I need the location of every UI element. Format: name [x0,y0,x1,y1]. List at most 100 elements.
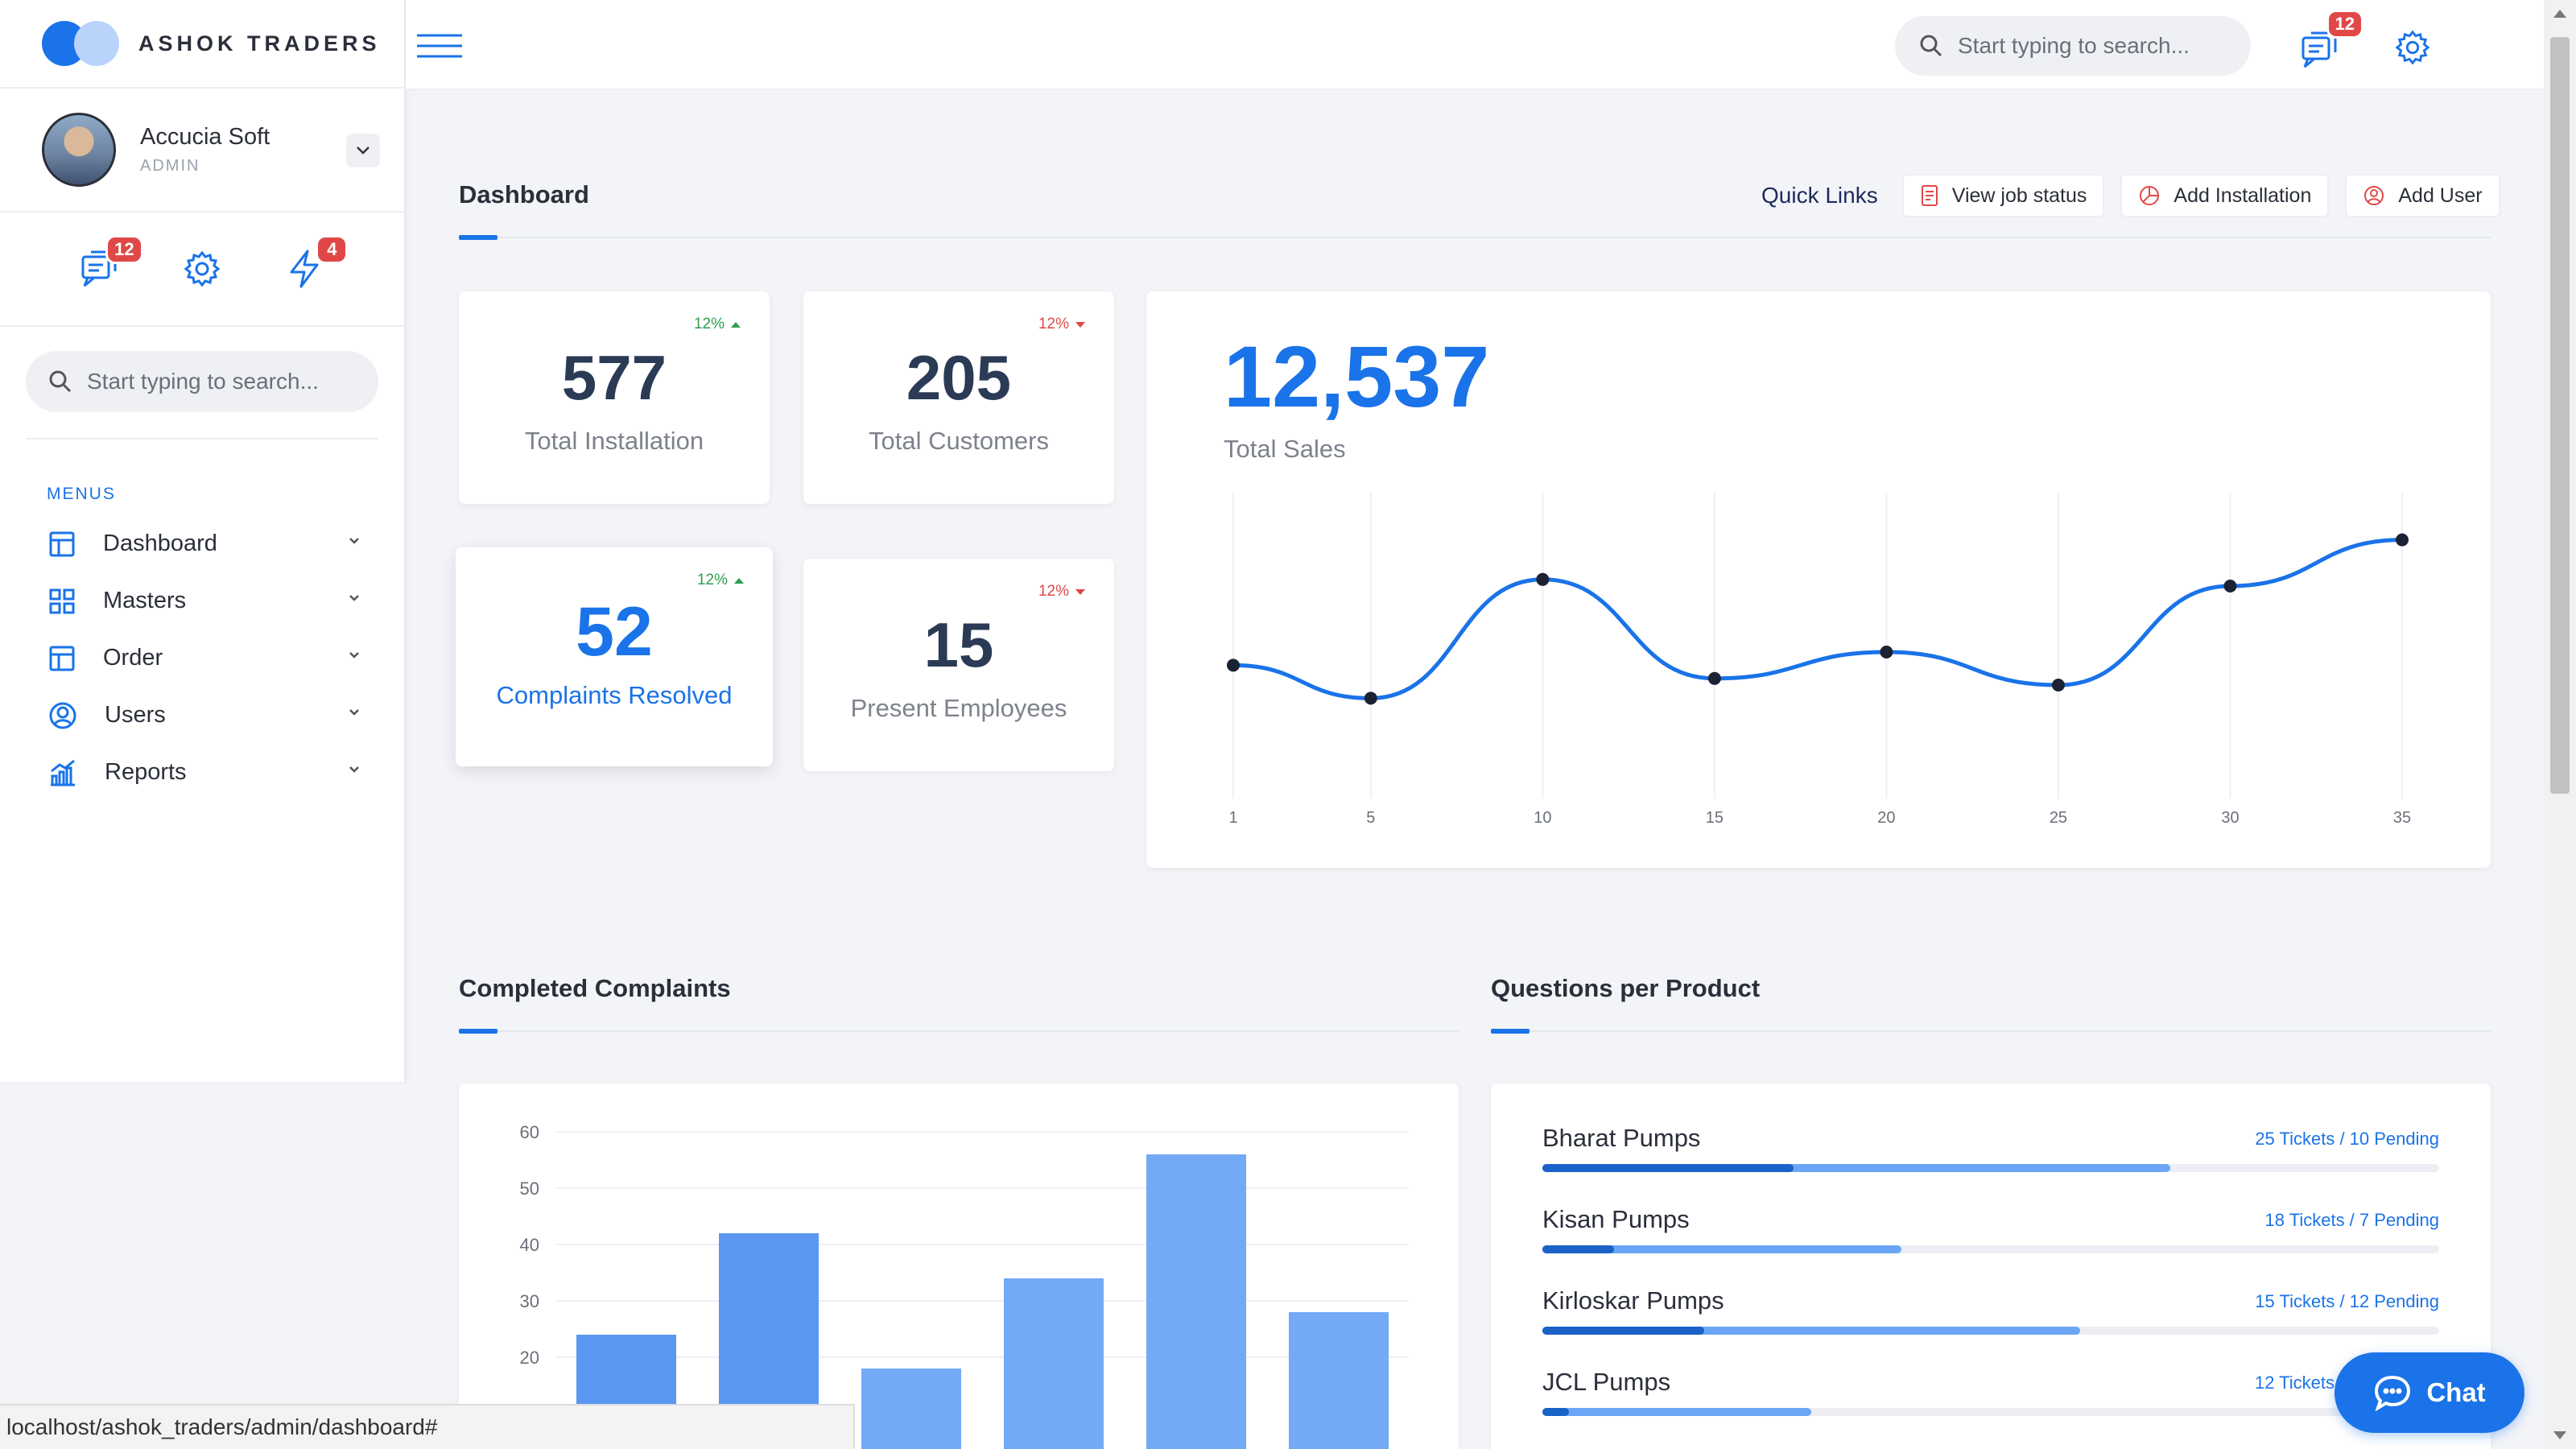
product-row[interactable]: Kisan Pumps 18 Tickets / 7 Pending [1542,1205,2439,1253]
stat-card-customers[interactable]: 12% 205 Total Customers [803,291,1114,504]
scroll-thumb[interactable] [2550,37,2570,794]
product-row[interactable]: Bharat Pumps 25 Tickets / 10 Pending [1542,1124,2439,1172]
y-tick-label: 20 [520,1348,539,1368]
product-row[interactable]: JCL Pumps 12 Tickets [1542,1368,2439,1416]
data-point[interactable] [2396,533,2409,547]
progress-track [1542,1327,2439,1335]
scroll-up-arrow[interactable] [2553,10,2566,18]
questions-header: Questions per Product [1491,974,1760,1003]
stat-value: 577 [561,342,667,413]
trend-up-indicator: 12% [697,572,744,589]
topbar-search[interactable] [1895,16,2251,76]
data-point[interactable] [1227,658,1240,672]
chevron-down-icon [349,766,359,773]
completed-complaints-header: Completed Complaints [459,974,731,1003]
product-stat: 25 Tickets / 10 Pending [2255,1129,2439,1149]
section-divider [1491,1030,2491,1032]
scroll-down-arrow[interactable] [2553,1431,2566,1439]
pie-icon [2140,186,2160,205]
data-point[interactable] [1880,646,1893,658]
trend-down-indicator: 12% [1038,583,1085,601]
sidebar-item-users[interactable]: Users [0,687,404,744]
trend-value: 12% [1038,583,1069,600]
data-point[interactable] [1536,572,1550,586]
hamburger-menu-icon[interactable] [415,32,464,60]
sidebar-item-masters[interactable]: Masters [0,572,404,630]
chevron-down-icon [349,709,359,716]
data-point[interactable] [2223,580,2237,592]
product-stat: 12 Tickets [2254,1373,2334,1393]
sidebar-menu: Dashboard Masters Order Users Reports [0,515,404,801]
sidebar-item-dashboard[interactable]: Dashboard [0,515,404,572]
dashboard-divider [459,237,2491,238]
progress-track [1542,1164,2439,1172]
sidebar-item-order[interactable]: Order [0,630,404,687]
layout-icon [49,646,75,671]
total-sales-card: 12,537 Total Sales 1 5 10 15 20 25 30 35 [1146,291,2491,868]
topbar-settings-button[interactable] [2394,29,2431,70]
progress-track [1542,1408,2439,1416]
add-installation-label: Add Installation [2174,184,2312,207]
bar[interactable] [1289,1312,1389,1449]
page-scrollbar[interactable] [2544,0,2576,1449]
stat-value: 15 [923,609,994,680]
bar[interactable] [861,1368,961,1449]
topbar-search-input[interactable] [1958,33,2223,59]
x-tick-label: 1 [1228,809,1237,827]
bar[interactable] [1004,1278,1104,1449]
profile-dropdown-button[interactable] [346,134,380,167]
profile-name: Accucia Soft [140,124,270,150]
product-row[interactable]: Kirloskar Pumps 15 Tickets / 12 Pending [1542,1286,2439,1335]
user-profile[interactable]: Accucia Soft ADMIN [0,89,404,213]
menus-title: MENUS [47,485,116,503]
dashboard-header: Dashboard [459,180,589,209]
view-job-status-button[interactable]: View job status [1901,174,2105,217]
bar[interactable] [1146,1154,1246,1449]
add-user-button[interactable]: Add User [2345,174,2500,217]
user-circle-icon [49,702,76,729]
brand[interactable]: ASHOK TRADERS [0,0,404,89]
user-circle-icon [2364,186,2384,205]
chat-button[interactable]: Chat [2334,1352,2524,1433]
section-title: Completed Complaints [459,974,731,1002]
sidebar-item-label: Users [105,702,166,728]
sidebar-item-reports[interactable]: Reports [0,744,404,801]
data-point[interactable] [2051,679,2065,691]
alerts-button[interactable]: 4 [282,235,349,291]
sidebar-item-label: Dashboard [103,530,217,556]
sidebar-item-label: Order [103,645,163,671]
y-tick-label: 60 [520,1122,539,1142]
progress-pending [1542,1408,1570,1416]
sidebar-search[interactable] [26,351,378,412]
sidebar-quick-icons: 12 4 [0,213,404,327]
progress-total [1542,1164,2170,1172]
x-tick-label: 20 [1877,809,1895,827]
sidebar-search-input[interactable] [87,369,361,394]
trend-down-indicator: 12% [1038,316,1085,333]
add-installation-button[interactable]: Add Installation [2120,174,2330,217]
trend-up-indicator: 12% [694,316,741,333]
chat-icon [81,250,117,287]
topbar-messages-button[interactable]: 12 [2297,10,2363,72]
progress-track [1542,1245,2439,1253]
quick-links-title: Quick Links [1761,183,1878,208]
messages-button[interactable]: 12 [77,235,143,291]
section-accent [459,1029,497,1034]
product-stat: 18 Tickets / 7 Pending [2264,1210,2439,1230]
data-point[interactable] [1364,691,1377,705]
stat-card-installations[interactable]: 12% 577 Total Installation [459,291,770,504]
x-tick-label: 5 [1366,809,1375,827]
x-tick-label: 10 [1534,809,1551,827]
product-name: Kisan Pumps [1542,1205,1690,1233]
settings-button[interactable] [180,246,225,291]
search-icon [1920,35,1942,57]
search-icon [49,370,72,393]
stat-card-complaints-resolved[interactable]: 12% 52 Complaints Resolved [456,547,773,766]
topbar-messages-badge: 12 [2326,10,2363,39]
stat-card-employees[interactable]: 12% 15 Present Employees [803,559,1114,771]
chevron-down-icon [349,538,359,544]
chat-icon [2301,31,2337,68]
data-point[interactable] [1707,671,1721,685]
arrow-up-icon [731,321,741,328]
grid-icon [49,588,75,613]
